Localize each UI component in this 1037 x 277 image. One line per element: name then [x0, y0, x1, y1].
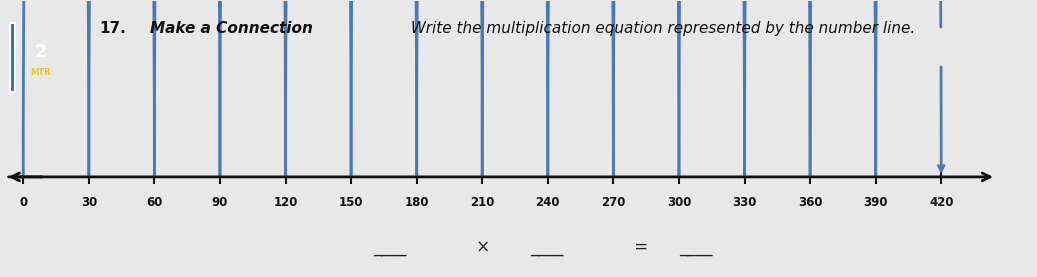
Text: 240: 240 [535, 196, 560, 209]
Text: 360: 360 [797, 196, 822, 209]
Text: Make a Connection: Make a Connection [150, 20, 313, 35]
Text: 2: 2 [34, 43, 47, 60]
Text: ____: ____ [679, 238, 712, 257]
Text: 60: 60 [146, 196, 163, 209]
FancyBboxPatch shape [10, 23, 16, 92]
Text: 90: 90 [212, 196, 228, 209]
Text: 150: 150 [339, 196, 363, 209]
Text: 30: 30 [81, 196, 96, 209]
Text: 120: 120 [274, 196, 298, 209]
Text: ____: ____ [530, 238, 564, 257]
Text: Write the multiplication equation represented by the number line.: Write the multiplication equation repres… [405, 20, 915, 35]
Text: MTR: MTR [30, 68, 51, 77]
Text: 0: 0 [19, 196, 27, 209]
Text: ×: × [472, 238, 496, 257]
Text: 210: 210 [470, 196, 495, 209]
Text: 420: 420 [929, 196, 953, 209]
Text: =: = [628, 238, 653, 257]
Text: 300: 300 [667, 196, 691, 209]
Text: 330: 330 [732, 196, 757, 209]
Text: 17.: 17. [100, 20, 127, 35]
Text: ____: ____ [373, 238, 407, 257]
Text: 270: 270 [601, 196, 625, 209]
Text: 180: 180 [404, 196, 429, 209]
Text: 390: 390 [864, 196, 888, 209]
